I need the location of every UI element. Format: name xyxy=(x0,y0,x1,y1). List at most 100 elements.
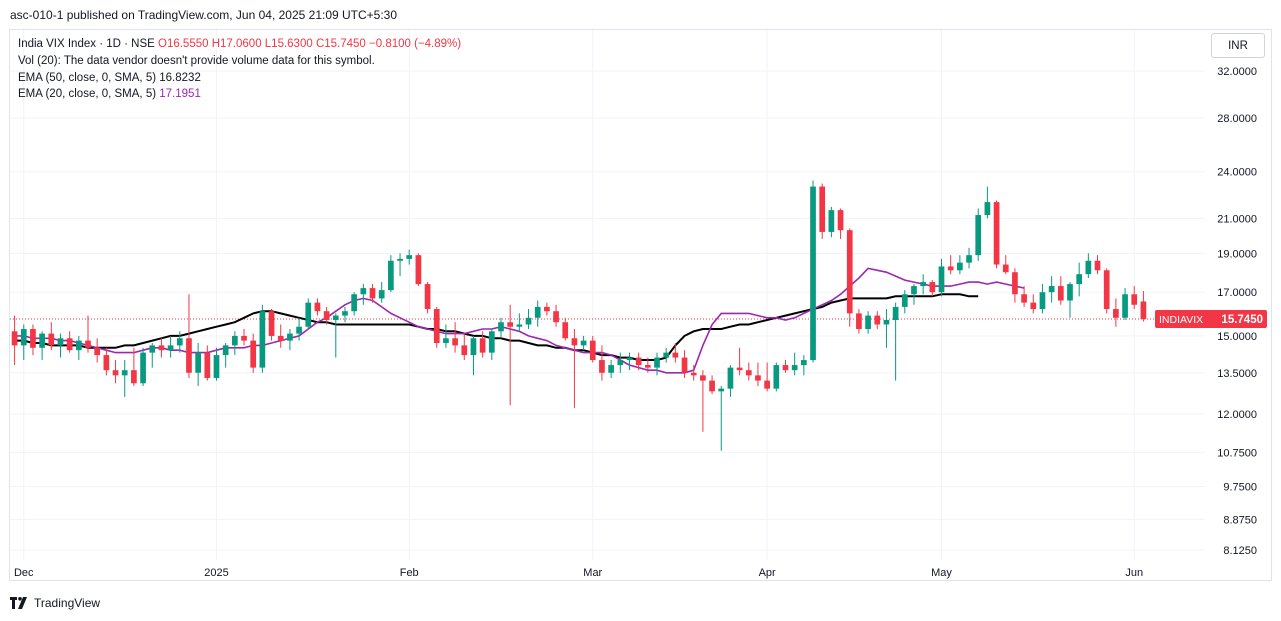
legend-ema50-value: 16.8232 xyxy=(159,71,201,84)
y-tick-label: 32.0000 xyxy=(1217,66,1257,78)
candle xyxy=(599,345,605,381)
candle-body xyxy=(112,370,119,376)
candle-body xyxy=(314,302,321,312)
candle-body xyxy=(1131,294,1138,305)
candle xyxy=(406,249,413,265)
candle xyxy=(1067,282,1073,318)
candle-body xyxy=(984,202,991,216)
candle-body xyxy=(801,360,807,366)
candle xyxy=(865,311,871,334)
candle-body xyxy=(121,370,128,376)
candle xyxy=(342,306,348,323)
candle xyxy=(681,350,688,378)
candle xyxy=(39,331,45,361)
candle xyxy=(277,324,284,348)
y-tick-label: 17.0000 xyxy=(1217,287,1257,299)
candle-body xyxy=(388,260,394,291)
candle-body xyxy=(1140,301,1147,319)
candle-body xyxy=(250,340,257,368)
candle xyxy=(1030,294,1037,314)
candle xyxy=(911,284,917,305)
candle xyxy=(672,342,679,363)
candle-body xyxy=(305,302,312,327)
candle-body xyxy=(232,335,238,346)
candle-body xyxy=(30,329,36,348)
candle-body xyxy=(296,326,302,334)
y-tick-label: 8.1250 xyxy=(1223,545,1257,557)
candle-body xyxy=(433,309,440,343)
candle xyxy=(488,329,495,361)
candle xyxy=(1085,253,1092,279)
candle xyxy=(635,352,642,371)
x-tick-label: Apr xyxy=(759,567,776,579)
last-price-symbol: INDIAVIX xyxy=(1159,314,1203,326)
candle-body xyxy=(149,345,156,353)
y-tick-label: 21.0000 xyxy=(1217,213,1257,225)
candle xyxy=(507,304,514,406)
legend-volume[interactable]: Vol (20): The data vendor doesn't provid… xyxy=(18,54,375,67)
candle xyxy=(30,324,36,356)
x-tick-label: Feb xyxy=(400,567,419,579)
candle-body xyxy=(1067,284,1073,301)
candle xyxy=(1113,298,1119,327)
candle xyxy=(608,360,614,378)
legend-symbol[interactable]: India VIX Index · 1D · NSE xyxy=(18,38,155,50)
candle-body xyxy=(1094,260,1101,271)
candle-body xyxy=(1002,264,1009,273)
candle-body xyxy=(764,380,770,389)
candle xyxy=(1103,268,1110,314)
candle-body xyxy=(947,266,954,271)
candle-body xyxy=(75,340,82,351)
published-header: asc-010-1 published on TradingView.com, … xyxy=(10,8,398,22)
candle-body xyxy=(755,375,761,381)
candle xyxy=(663,347,670,363)
candle xyxy=(11,315,18,366)
candle xyxy=(810,180,816,363)
legend-ema20-row[interactable]: EMA (20, close, 0, SMA, 5) 17.1951 xyxy=(18,86,461,103)
candle xyxy=(186,294,192,378)
y-tick-label: 24.0000 xyxy=(1217,167,1257,179)
currency-button[interactable]: INR xyxy=(1211,33,1265,58)
last-price-value: 15.7450 xyxy=(1221,314,1263,326)
candle-body xyxy=(654,357,660,368)
legend-ema50-row[interactable]: EMA (50, close, 0, SMA, 5) 16.8232 xyxy=(18,70,461,87)
candle-body xyxy=(700,375,706,381)
candle-body xyxy=(681,357,688,373)
candle-body xyxy=(94,347,101,356)
candle xyxy=(1140,290,1147,322)
candle xyxy=(305,298,312,330)
candle xyxy=(617,352,624,373)
candle-body xyxy=(975,215,982,256)
candle xyxy=(846,228,853,327)
y-tick-label: 9.7500 xyxy=(1223,481,1257,493)
candle-body xyxy=(865,315,871,330)
candle xyxy=(571,329,578,409)
candle xyxy=(479,331,486,358)
legend-ema20-label: EMA (20, close, 0, SMA, 5) xyxy=(18,88,157,101)
candle xyxy=(773,362,780,392)
x-tick-label: 2025 xyxy=(204,567,228,579)
candle-body xyxy=(268,311,275,336)
chart-frame xyxy=(9,29,1272,581)
candle xyxy=(424,282,431,314)
legend-ema20-value: 17.1951 xyxy=(159,88,201,101)
candle-body xyxy=(635,357,642,366)
candle xyxy=(323,306,330,325)
candle-body xyxy=(599,360,605,373)
candle-body xyxy=(323,311,330,320)
candle xyxy=(415,253,422,287)
x-tick-label: May xyxy=(931,567,952,579)
candle-body xyxy=(443,338,449,343)
candle-body xyxy=(131,370,137,384)
candle-body xyxy=(1012,272,1018,295)
candle xyxy=(644,357,651,373)
candle xyxy=(369,284,376,303)
candle xyxy=(1094,255,1101,275)
candle-body xyxy=(1122,294,1128,318)
candle xyxy=(213,347,220,381)
last-price-label-bg xyxy=(1155,309,1267,328)
candle-body xyxy=(85,340,91,348)
candle-body xyxy=(1039,292,1046,310)
candle-body xyxy=(966,255,972,263)
